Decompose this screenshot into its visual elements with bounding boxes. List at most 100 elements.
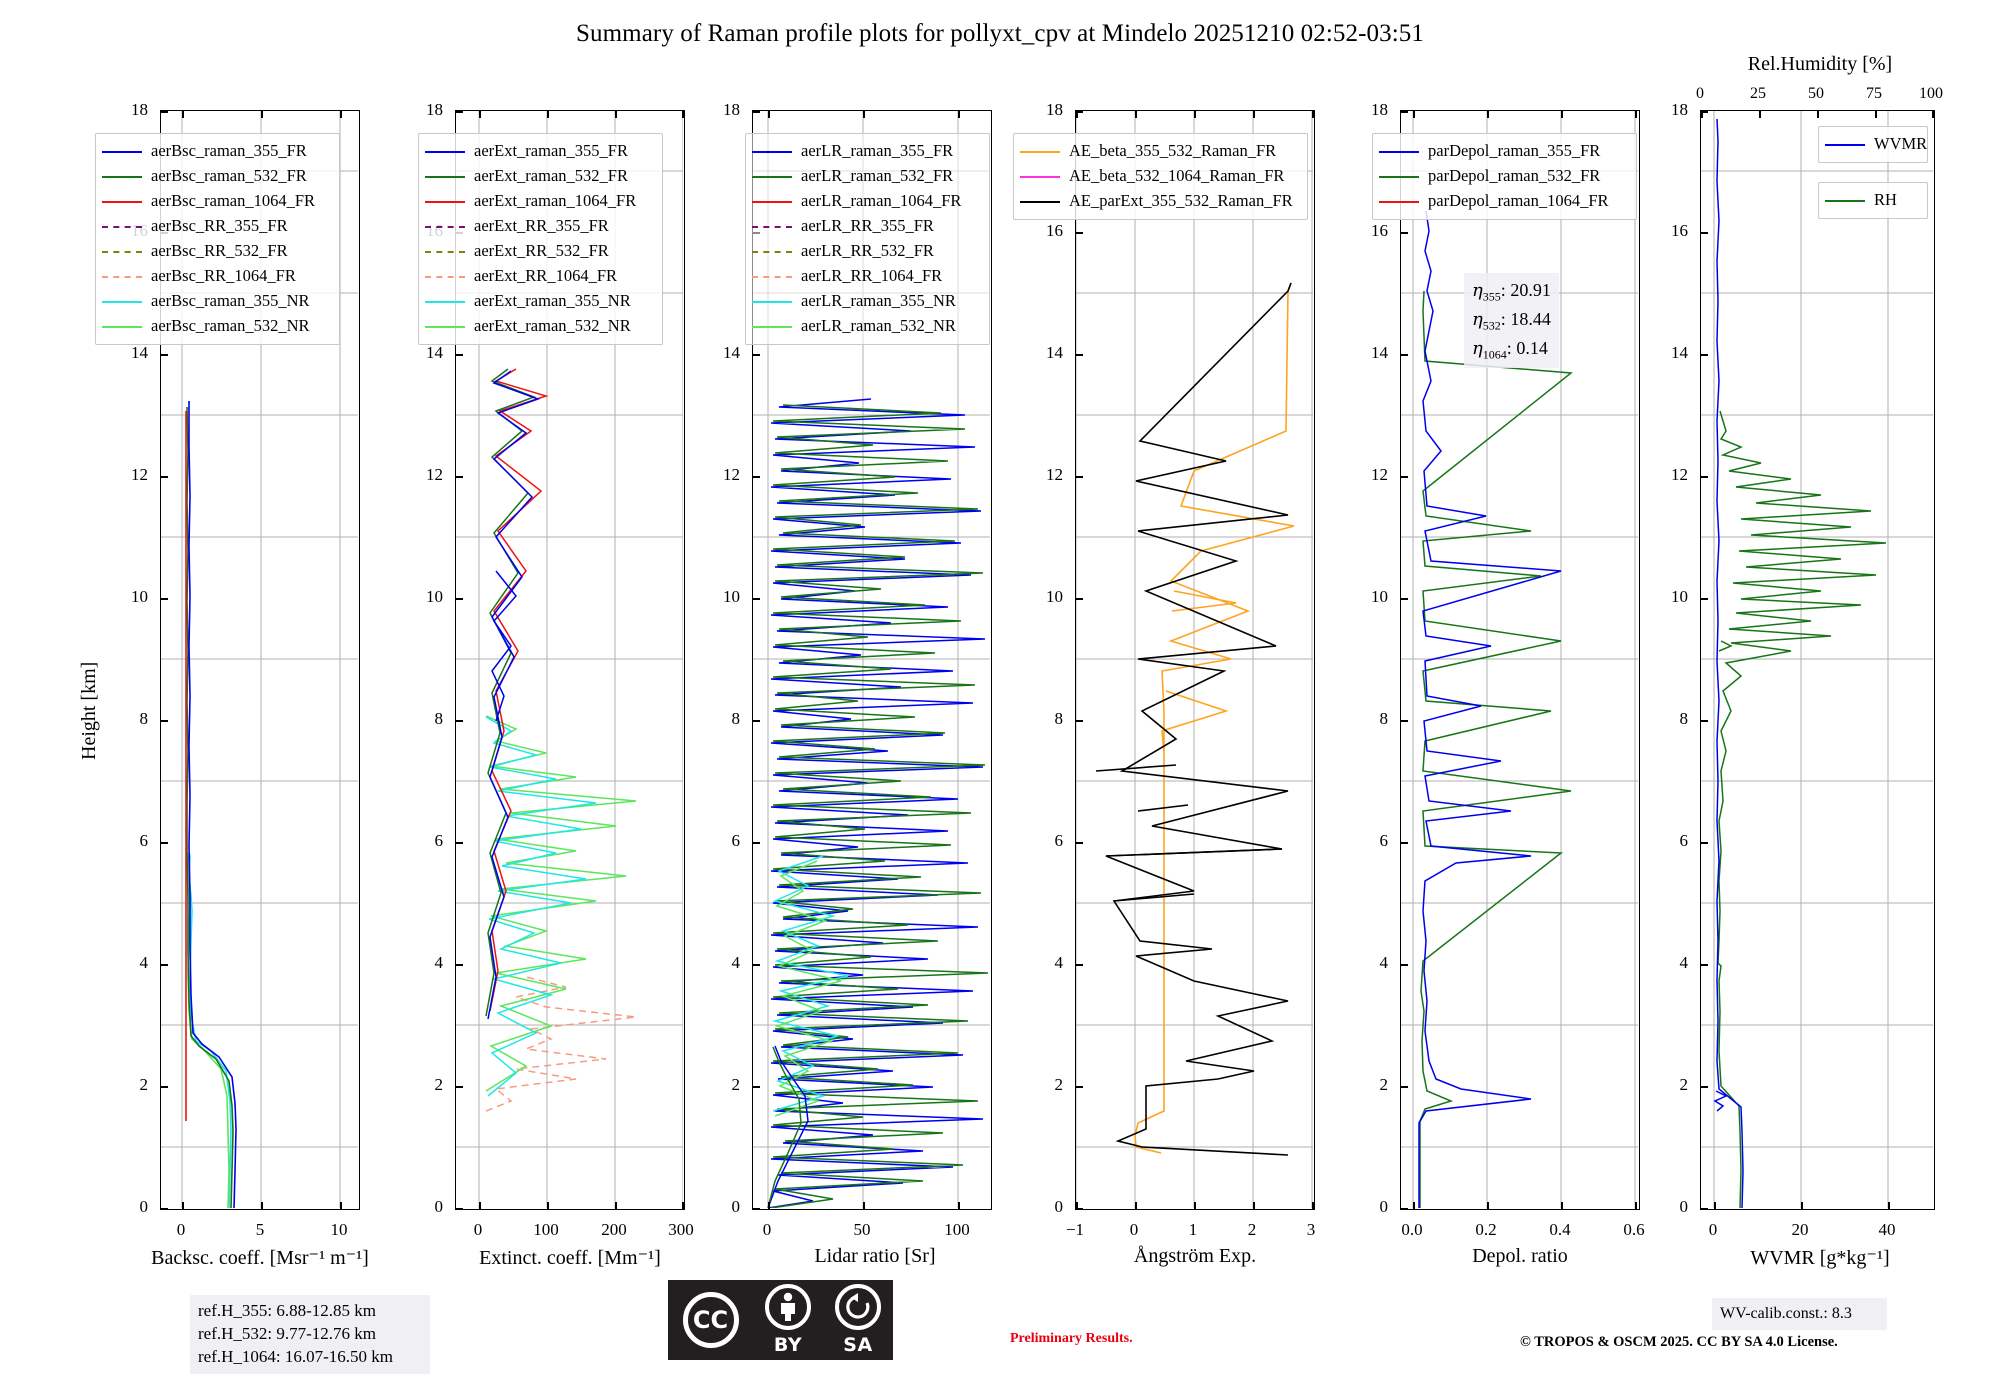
legend-item[interactable]: aerExt_raman_532_NR [425, 314, 655, 339]
cc-icon: CC [682, 1292, 739, 1348]
person-glyph [781, 1292, 795, 1321]
p6-ylabel-8: 8 [1679, 709, 1689, 728]
legend-item[interactable]: AE_parExt_355_532_Raman_FR [1020, 189, 1300, 214]
legend-item[interactable]: aerLR_RR_355_FR [752, 214, 982, 239]
legend-swatch-dashed [425, 225, 465, 228]
p4-ylabel-16: 16 [1046, 221, 1063, 240]
p1-xtick-0: 0 [176, 1220, 186, 1239]
legend-item[interactable]: aerExt_RR_532_FR [425, 239, 655, 264]
legend-item[interactable]: aerBsc_raman_355_FR [102, 139, 332, 164]
share-alike-glyph [846, 1293, 870, 1319]
legend-item[interactable]: aerExt_raman_532_FR [425, 164, 655, 189]
legend-swatch-solid [1020, 175, 1060, 178]
legend-swatch-dashed [102, 225, 142, 228]
xtick-top-10 [340, 111, 342, 118]
legend-item[interactable]: parDepol_raman_1064_FR [1379, 189, 1629, 214]
legend-label: aerExt_RR_1064_FR [474, 266, 617, 286]
legend-item[interactable]: aerExt_raman_355_FR [425, 139, 655, 164]
p4-xtick-1: 1 [1188, 1220, 1198, 1239]
legend-item[interactable]: aerBsc_raman_1064_FR [102, 189, 332, 214]
legend-label: aerExt_raman_1064_FR [474, 191, 637, 211]
p2-xtick-100: 100 [533, 1220, 559, 1239]
ylabel-8: 8 [139, 709, 149, 728]
legend-backscatter[interactable]: aerBsc_raman_355_FR aerBsc_raman_532_FR … [95, 133, 340, 345]
legend-angstrom[interactable]: AE_beta_355_532_Raman_FR AE_beta_532_106… [1013, 133, 1308, 220]
p6-ylabel-0: 0 [1679, 1197, 1689, 1216]
p3-ylabel-14: 14 [723, 343, 740, 362]
p3-ylabel-0: 0 [731, 1197, 741, 1216]
eta-1064-value: 0.14 [1516, 337, 1548, 358]
legend-item[interactable]: aerBsc_raman_355_NR [102, 289, 332, 314]
p5-xtick-06: 0.6 [1623, 1220, 1645, 1239]
legend-item[interactable]: aerExt_RR_1064_FR [425, 264, 655, 289]
legend-item[interactable]: RH [1825, 188, 1920, 213]
rh-xtick-75: 75 [1866, 85, 1882, 102]
p2-ylabel-6: 6 [434, 831, 444, 850]
legend-item[interactable]: aerLR_raman_532_FR [752, 164, 982, 189]
legend-item[interactable]: aerExt_raman_1064_FR [425, 189, 655, 214]
legend-item[interactable]: parDepol_raman_532_FR [1379, 164, 1629, 189]
legend-swatch-dashed [752, 250, 792, 253]
legend-item[interactable]: WVMR [1825, 132, 1927, 157]
legend-item[interactable]: aerExt_RR_355_FR [425, 214, 655, 239]
plot-area-angstrom[interactable] [1075, 110, 1315, 1210]
cc-by-label: BY [773, 1334, 803, 1356]
legend-extinction[interactable]: aerExt_raman_355_FR aerExt_raman_532_FR … [418, 133, 663, 345]
eta-355-sub: 355 [1482, 289, 1501, 304]
legend-item[interactable]: aerLR_raman_355_NR [752, 289, 982, 314]
p4-ylabel-4: 4 [1054, 953, 1064, 972]
legend-wvmr[interactable]: WVMR [1818, 126, 1928, 163]
legend-label: aerExt_raman_532_NR [474, 316, 631, 336]
legend-item[interactable]: aerLR_raman_532_NR [752, 314, 982, 339]
legend-item[interactable]: AE_beta_355_532_Raman_FR [1020, 139, 1300, 164]
legend-item[interactable]: aerLR_RR_532_FR [752, 239, 982, 264]
legend-rh[interactable]: RH [1818, 182, 1928, 219]
p6-xtick-40: 40 [1878, 1220, 1896, 1239]
plot-area-wvmr[interactable] [1700, 110, 1935, 1210]
p2-ylabel-2: 2 [434, 1075, 444, 1094]
legend-label: aerBsc_RR_355_FR [151, 216, 288, 236]
p2-ylabel-0: 0 [434, 1197, 444, 1216]
legend-swatch-dashed [752, 225, 792, 228]
legend-item[interactable]: aerLR_raman_355_FR [752, 139, 982, 164]
p5-xtick-00: 0.0 [1401, 1220, 1423, 1239]
ytick-12 [161, 476, 168, 478]
legend-item[interactable]: aerBsc_RR_532_FR [102, 239, 332, 264]
legend-item[interactable]: aerBsc_raman_532_NR [102, 314, 332, 339]
legend-item[interactable]: aerLR_RR_1064_FR [752, 264, 982, 289]
p3-ylabel-2: 2 [731, 1075, 741, 1094]
legend-depolarization[interactable]: parDepol_raman_355_FR parDepol_raman_532… [1372, 133, 1637, 220]
legend-item[interactable]: aerBsc_raman_532_FR [102, 164, 332, 189]
legend-item[interactable]: aerLR_raman_1064_FR [752, 189, 982, 214]
legend-swatch-solid [1825, 199, 1865, 202]
legend-item[interactable]: parDepol_raman_355_FR [1379, 139, 1629, 164]
xtick-top-0 [182, 111, 184, 118]
ylabel-12: 12 [131, 465, 148, 484]
p4-ylabel-14: 14 [1046, 343, 1063, 362]
legend-lidar-ratio[interactable]: aerLR_raman_355_FR aerLR_raman_532_FR ae… [745, 133, 990, 345]
p3-ylabel-6: 6 [731, 831, 741, 850]
p5-ylabel-2: 2 [1379, 1075, 1389, 1094]
legend-swatch-solid [1825, 143, 1865, 146]
p4-xtick-0: 0 [1129, 1220, 1139, 1239]
legend-label: aerLR_RR_532_FR [801, 241, 934, 261]
ytick-14 [161, 354, 168, 356]
legend-swatch-solid [1020, 200, 1060, 203]
legend-label: AE_parExt_355_532_Raman_FR [1069, 191, 1293, 211]
legend-item[interactable]: AE_beta_532_1064_Raman_FR [1020, 164, 1300, 189]
legend-swatch-dashed [425, 275, 465, 278]
p6-xtick-0: 0 [1708, 1220, 1718, 1239]
p5-xtick-02: 0.2 [1475, 1220, 1497, 1239]
legend-label: RH [1874, 190, 1897, 210]
legend-swatch-solid [752, 325, 792, 328]
legend-swatch-solid [102, 175, 142, 178]
rh-xtick-0: 0 [1696, 85, 1704, 102]
legend-item[interactable]: aerBsc_RR_355_FR [102, 214, 332, 239]
cc-license-badge[interactable]: CC BY SA [668, 1280, 893, 1360]
legend-item[interactable]: aerExt_raman_355_NR [425, 289, 655, 314]
legend-item[interactable]: aerBsc_RR_1064_FR [102, 264, 332, 289]
eta-annotation-box: η355: 20.91 η532: 18.44 η1064: 0.14 [1464, 273, 1559, 368]
p2-ylabel-18: 18 [426, 100, 443, 119]
legend-label: AE_beta_532_1064_Raman_FR [1069, 166, 1285, 186]
p6-ylabel-14: 14 [1671, 343, 1688, 362]
